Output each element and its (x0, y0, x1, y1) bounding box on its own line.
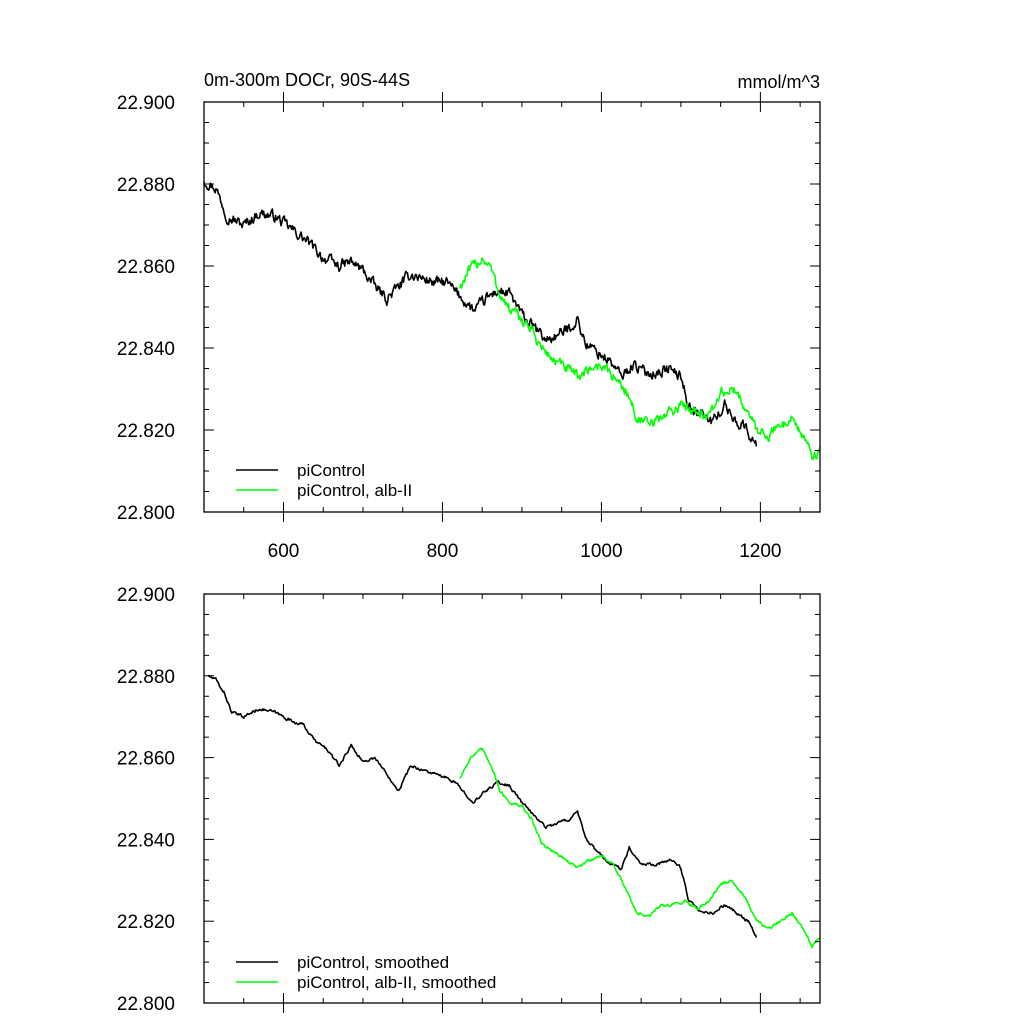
series-line-alb-ii (459, 257, 821, 461)
y-tick-label: 22.800 (117, 994, 175, 1015)
legend-label-alb-ii-smoothed: piControl, alb-II, smoothed (297, 973, 496, 992)
y-tick-label: 22.840 (117, 830, 175, 851)
y-tick-label: 22.820 (117, 421, 175, 442)
x-tick-label: 1000 (580, 541, 622, 562)
x-tick-label: 800 (427, 541, 459, 562)
legend-label-alb-ii: piControl, alb-II (297, 481, 412, 500)
series-line-picontrol (207, 674, 758, 938)
y-tick-label: 22.880 (117, 175, 175, 196)
y-tick-label: 22.800 (117, 503, 175, 524)
axis-layer: 22.800 22.820 22.840 22.860 22.880 22.900 600 8… (117, 92, 821, 562)
top-panel: 0m-300m DOCr, 90S-44S mmol/m^3 22.80022.… (117, 70, 821, 562)
legend-label-picontrol-smoothed: piControl, smoothed (297, 953, 449, 972)
series-line-picontrol (203, 181, 758, 447)
series-layer (203, 181, 821, 461)
x-tick-label: 600 (268, 541, 300, 562)
y-tick-label: 22.900 (117, 585, 175, 606)
plot-frame (203, 593, 821, 1004)
legend: piControl, smoothed piControl, alb-II, s… (236, 953, 496, 992)
axis-layer: 22.800 22.820 22.840 22.860 22.880 22.900 (117, 584, 821, 1015)
bottom-panel: 22.800 22.820 22.840 22.860 22.880 22.900 piC… (117, 584, 821, 1015)
series-line-alb-ii (459, 747, 821, 949)
x-tick-label: 1200 (739, 541, 781, 562)
y-tick-label: 22.860 (117, 749, 175, 770)
y-tick-label: 22.820 (117, 912, 175, 933)
units-label: mmol/m^3 (738, 72, 820, 92)
y-tick-label: 22.880 (117, 667, 175, 688)
plot-frame (203, 101, 821, 513)
y-tick-label: 22.860 (117, 257, 175, 278)
series-layer (207, 674, 821, 949)
y-tick-label: 22.900 (117, 93, 175, 114)
y-tick-label: 22.840 (117, 339, 175, 360)
chart-title: 0m-300m DOCr, 90S-44S (204, 70, 410, 90)
legend-label-picontrol: piControl (297, 461, 365, 480)
legend: piControl piControl, alb-II (236, 461, 412, 500)
